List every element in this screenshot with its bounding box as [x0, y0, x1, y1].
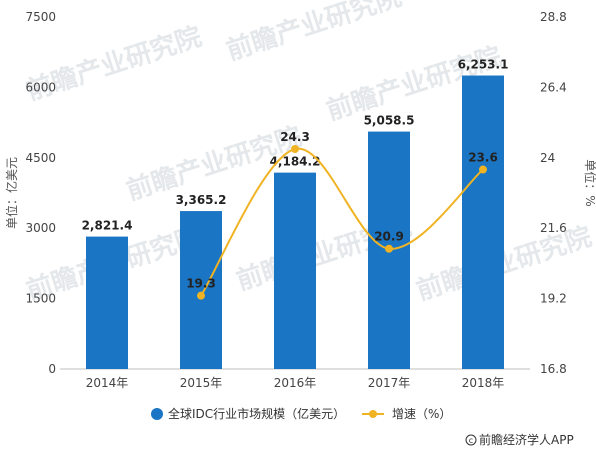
- bar: [274, 172, 316, 369]
- source-text: 前瞻经济学人APP: [479, 432, 574, 447]
- source-credit: c 前瞻经济学人APP: [465, 432, 574, 447]
- y-axis-right: 16.8 19.2 21.6 24 26.4 28.8: [540, 10, 567, 376]
- growth-value-label: 23.6: [468, 151, 498, 165]
- growth-value-label: 19.3: [186, 277, 216, 291]
- x-tick-label: 2015年: [180, 376, 223, 390]
- bar-series: 2,821.43,365.24,184.25,058.56,253.1: [82, 58, 509, 369]
- growth-point: [197, 291, 205, 300]
- legend-bar-label: 全球IDC行业市场规模（亿美元）: [168, 406, 345, 421]
- x-tick-label: 2016年: [274, 376, 317, 390]
- bar-value-label: 2,821.4: [82, 219, 133, 233]
- y-right-tick-label: 19.2: [540, 292, 567, 306]
- watermark-text: 前瞻产业研究院: [223, 0, 406, 67]
- bar: [86, 236, 128, 369]
- y-left-tick-label: 0: [48, 362, 56, 376]
- legend: 全球IDC行业市场规模（亿美元） 增速（%）: [151, 406, 451, 421]
- bar-value-label: 3,365.2: [176, 193, 227, 207]
- y-axis-left: 0 1500 3000 4500 6000 7500: [25, 10, 56, 376]
- growth-line: [200, 147, 484, 297]
- growth-point: [479, 165, 487, 174]
- y-left-tick-label: 1500: [25, 292, 56, 306]
- bar: [462, 75, 504, 369]
- y-axis-left-title: 单位：亿美元: [4, 157, 19, 229]
- legend-bar-marker: [151, 408, 163, 420]
- x-tick-label: 2017年: [368, 376, 411, 390]
- growth-value-label: 24.3: [280, 130, 310, 144]
- x-tick-label: 2014年: [86, 376, 129, 390]
- y-left-tick-label: 4500: [25, 151, 56, 165]
- x-tick-label: 2018年: [462, 376, 505, 390]
- copyright-icon: [465, 434, 477, 446]
- y-right-tick-label: 24: [540, 151, 555, 165]
- legend-line-label: 增速（%）: [392, 407, 451, 421]
- bar: [180, 211, 222, 369]
- y-axis-right-title: 单位：%: [583, 159, 596, 206]
- legend-line-dot: [369, 410, 377, 418]
- y-right-tick-label: 26.4: [540, 80, 567, 94]
- legend-line-marker: [362, 410, 384, 418]
- line-series: 19.3 24.3 20.9 23.6: [186, 130, 498, 300]
- bar-value-label: 6,253.1: [458, 58, 509, 72]
- y-left-tick-label: 6000: [25, 80, 56, 94]
- y-left-tick-label: 3000: [25, 221, 56, 235]
- bar-value-label: 5,058.5: [364, 114, 415, 128]
- y-right-tick-label: 21.6: [540, 221, 567, 235]
- y-right-tick-label: 28.8: [540, 10, 567, 24]
- growth-point: [385, 244, 393, 253]
- x-axis-labels: 2014年 2015年 2016年 2017年 2018年: [86, 376, 505, 390]
- growth-value-label: 20.9: [374, 230, 404, 244]
- copyright-icon-glyph: c: [469, 436, 473, 445]
- y-left-tick-label: 7500: [25, 10, 56, 24]
- y-right-tick-label: 16.8: [540, 362, 567, 376]
- growth-point: [291, 145, 299, 153]
